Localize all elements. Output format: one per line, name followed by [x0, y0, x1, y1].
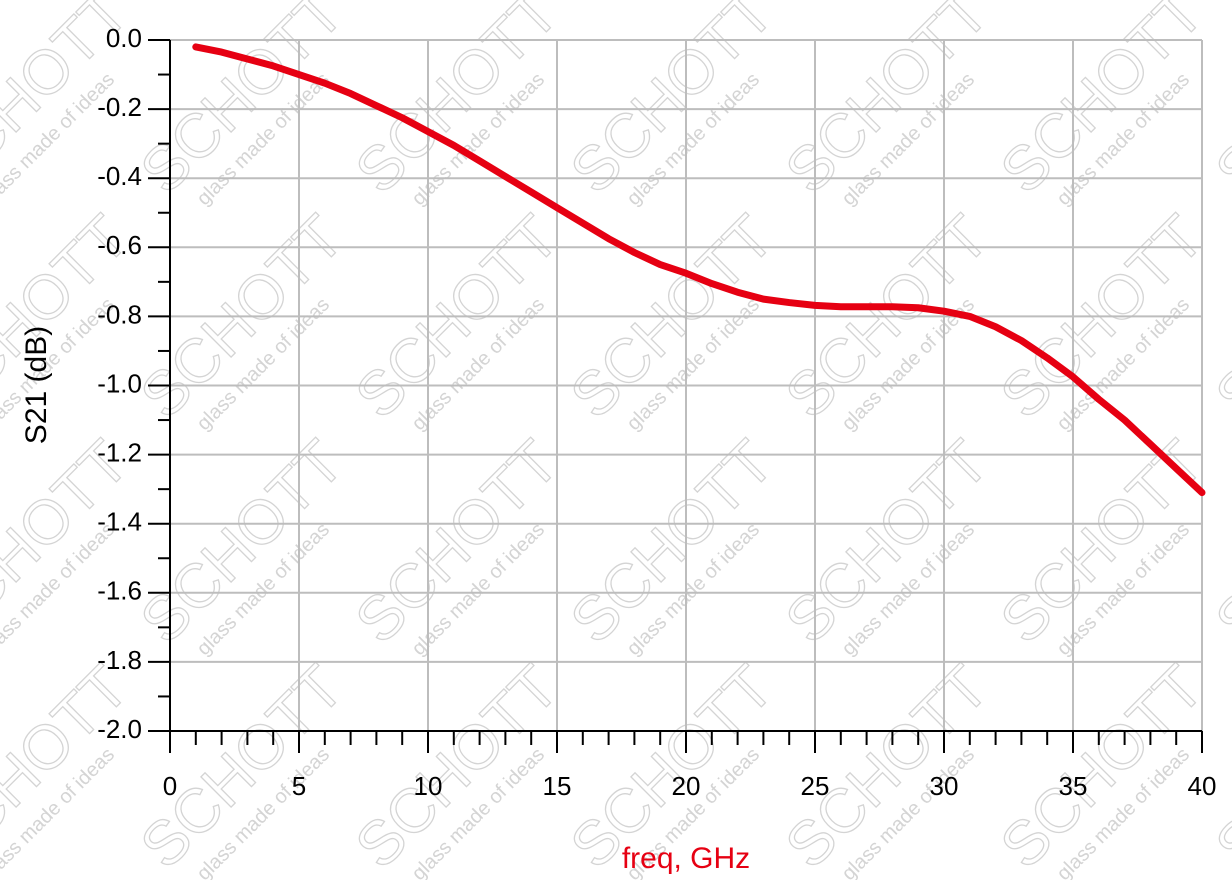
y-tick-label: -1.8: [97, 645, 142, 675]
x-tick-label: 30: [930, 771, 959, 801]
x-tick-label: 10: [414, 771, 443, 801]
x-axis-title: freq, GHz: [622, 842, 750, 875]
grid-layer: 0.0 -0.2 -0.4 -0.6 -0.8 -1.0 -1.2 -1.4 -1.6 -1.8 -…: [97, 23, 1216, 801]
y-axis-title: S21 (dB): [20, 326, 53, 444]
y-tick-label: -2.0: [97, 714, 142, 744]
x-tick-label: 35: [1059, 771, 1088, 801]
watermark-logo: SCHOTT: [1203, 652, 1232, 880]
x-tick-label: 40: [1188, 771, 1217, 801]
y-tick-label: -1.6: [97, 576, 142, 606]
y-tick-label: -0.2: [97, 92, 142, 122]
watermark-logo: SCHOTT: [1203, 202, 1232, 431]
x-tick-label: 15: [543, 771, 572, 801]
y-tick-label: -0.8: [97, 299, 142, 329]
y-tick-label: -0.6: [97, 230, 142, 260]
y-tick-label: 0.0: [106, 23, 142, 53]
x-tick-label: 5: [292, 771, 306, 801]
y-tick-label: -0.4: [97, 161, 142, 191]
y-tick-label: -1.2: [97, 437, 142, 467]
x-tick-label: 25: [801, 771, 830, 801]
y-tick-label: -1.0: [97, 368, 142, 398]
data-line: [192, 43, 1206, 497]
watermark-logo: SCHOTT: [1203, 427, 1232, 656]
x-tick-label: 20: [672, 771, 701, 801]
x-tick-label: 0: [163, 771, 177, 801]
y-tick-label: -1.4: [97, 507, 142, 537]
